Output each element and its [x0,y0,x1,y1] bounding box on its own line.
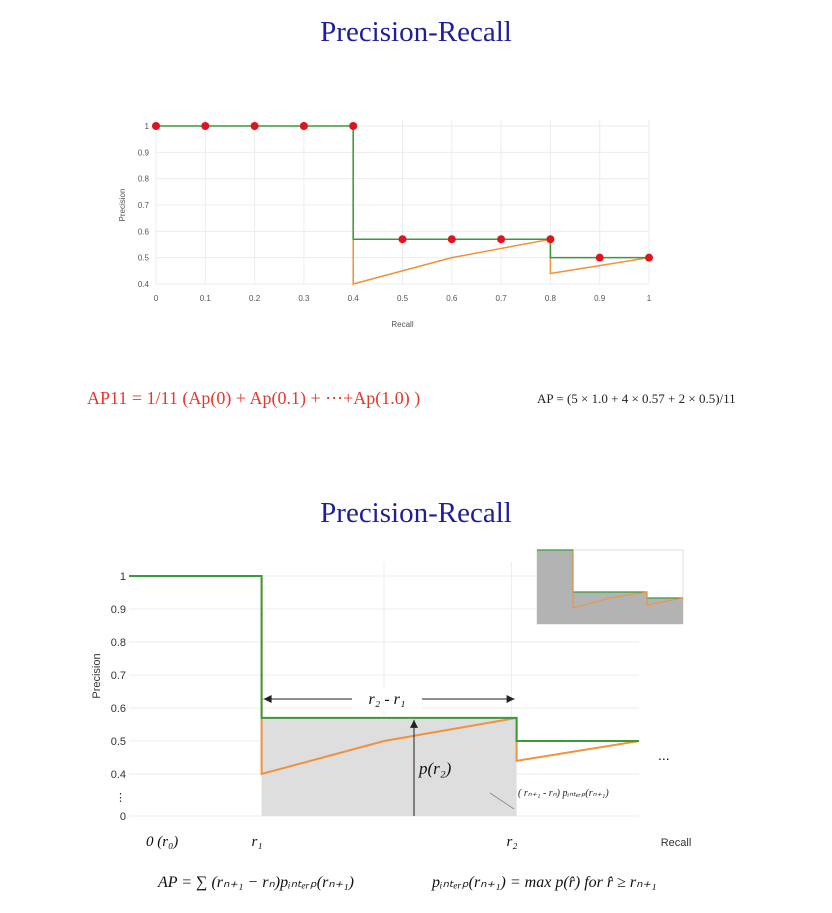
y-tick-label: 0.5 [111,736,126,748]
ap-calculation: AP = (5 × 1.0 + 4 × 0.57 + 2 × 0.5)/11 [537,391,736,406]
y-tick-label: 0.8 [138,175,150,184]
x-tick-label: 0.2 [249,294,261,303]
y-tick-label: 0.4 [138,280,150,289]
thumbnail-interpolated-line [537,549,683,599]
y-tick-label: 0.4 [111,769,126,781]
sample-point [447,235,456,244]
y-tick-label: 0.9 [138,148,150,157]
y-tick-label: 0.9 [111,604,126,616]
y-tick-label: 0.7 [111,670,126,682]
width-arrowhead-left [263,695,272,703]
sample-point [152,122,160,130]
x-axis-label: Recall [661,837,692,849]
x-tick-label: 0.8 [545,294,557,303]
sample-point [349,122,358,130]
sample-point [497,235,506,244]
top-title: Precision-Recall [320,16,512,48]
interp-formula: pᵢₙₜₑᵣₚ(rₙ₊₁) = max p(r̂) for r̂ ≥ rₙ₊₁ [432,874,657,891]
ap-sum-formula: AP = ∑ (rₙ₊₁ − rₙ)pᵢₙₜₑᵣₚ(rₙ₊₁) [158,874,354,891]
x-point-label: r₂ [506,834,517,850]
area-annotation-leader [489,792,515,810]
width-label-bg [352,688,422,710]
bottom-title: Precision-Recall [320,497,512,529]
raw-precision-line [352,126,650,285]
x-tick-label: 0.3 [298,294,310,303]
continuation-dots: ... [658,747,670,763]
ap11-formula: AP11 = 1/11 (Ap(0) + Ap(0.1) + ⋯+Ap(1.0)… [87,388,421,408]
x-point-label: r₁ [251,834,262,850]
y-tick-label: 0.8 [111,637,126,649]
x-tick-label: 0.1 [200,294,212,303]
sample-point [595,253,604,262]
y-tick-label: 1 [120,571,126,583]
interpolated-precision-line [129,575,639,742]
height-label: p(r₂) [418,759,452,778]
y-tick-label: ⋮ [115,792,126,804]
x-tick-label: 0.4 [348,294,360,303]
y-tick-label: 0.6 [111,703,126,715]
sample-point [299,122,308,130]
y-tick-label: 0.7 [138,201,150,210]
shaded-area [261,717,517,816]
width-arrowhead-right [506,695,515,703]
y-tick-label: 1 [145,122,150,131]
y-tick-label: 0.6 [138,227,150,236]
x-tick-label: 0.5 [397,294,409,303]
x-tick-label: 0.6 [446,294,458,303]
x-point-label: 0 (r₀) [146,834,178,850]
height-arrowhead [410,719,418,728]
width-label: r₂ - r₁ [369,691,406,708]
sample-point [645,253,653,262]
x-tick-label: 0.9 [594,294,606,303]
sample-point [201,122,210,130]
y-tick-label: 0.5 [138,254,150,263]
x-tick-label: 0.7 [496,294,508,303]
x-axis-label: Recall [391,320,413,329]
sample-point [546,235,555,244]
sample-point [250,122,259,130]
x-tick-label: 1 [647,294,652,303]
y-axis-label: Precision [118,189,127,222]
raw-precision-line [260,576,640,776]
y-tick-label: 0 [120,811,126,823]
sample-point [398,235,407,244]
thumbnail-raw-line [572,550,684,609]
y-axis-label: Precision [91,653,103,698]
area-annotation: ( rₙ₊₁ - rₙ) pᵢₙₜₑᵣₚ(rₙ₊₁) [518,788,609,799]
x-tick-label: 0 [154,294,159,303]
